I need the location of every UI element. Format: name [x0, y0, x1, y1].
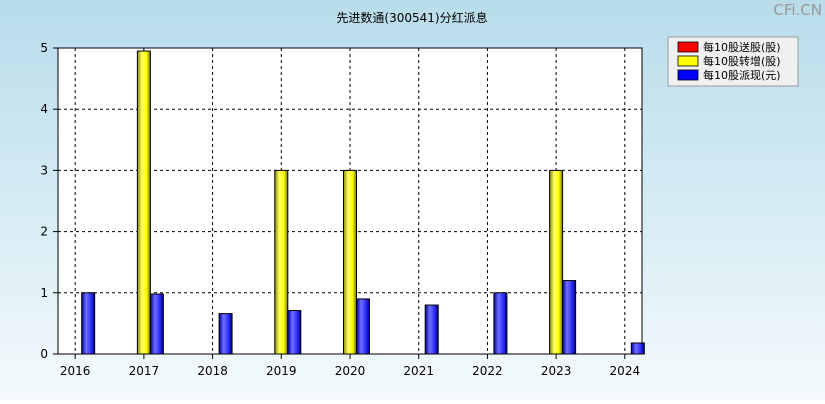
x-tick-label: 2017 [129, 364, 160, 378]
bar-blue [630, 342, 645, 355]
chart-title: 先进数通(300541)分红派息 [336, 10, 487, 25]
bars [81, 50, 645, 355]
bar-yellow [274, 169, 289, 355]
y-axis: 0 1 2 3 4 5 [40, 41, 58, 361]
x-tick-label: 2019 [266, 364, 297, 378]
y-tick-label: 0 [40, 347, 48, 361]
legend-label-red: 每10股送股(股) [703, 40, 781, 54]
bar-blue [493, 292, 508, 355]
x-tick-label: 2016 [60, 364, 91, 378]
x-tick-label: 2020 [335, 364, 366, 378]
bar-blue [287, 310, 302, 355]
bar-blue [562, 280, 577, 355]
bar-yellow [343, 169, 357, 355]
bar-blue [81, 292, 96, 355]
y-tick-label: 4 [40, 102, 48, 116]
x-tick-label: 2021 [403, 364, 434, 378]
grid-lines [58, 48, 642, 354]
y-tick-label: 1 [40, 286, 48, 300]
x-tick-label: 2018 [197, 364, 228, 378]
legend-label-blue: 每10股派现(元) [703, 68, 781, 82]
x-tick-label: 2022 [472, 364, 503, 378]
bar-yellow [549, 169, 564, 355]
x-tick-label: 2023 [541, 364, 572, 378]
bar-blue [218, 313, 233, 355]
watermark: CFi.CN [773, 1, 822, 19]
legend: 每10股送股(股) 每10股转增(股) 每10股派现(元) [667, 36, 799, 87]
y-tick-label: 2 [40, 225, 48, 239]
bar-blue [356, 298, 370, 355]
legend-label-yellow: 每10股转增(股) [703, 54, 781, 68]
y-tick-label: 5 [40, 41, 48, 55]
legend-swatch-blue [677, 69, 699, 81]
bar-yellow [136, 50, 151, 355]
x-axis: 2016 2017 2018 2019 2020 2021 2022 2023 2024 [60, 354, 640, 378]
bar-blue [424, 304, 439, 355]
y-tick-label: 3 [40, 163, 48, 177]
legend-swatch-red [677, 41, 699, 53]
x-tick-label: 2024 [610, 364, 641, 378]
legend-swatch-yellow [677, 55, 699, 67]
bar-blue [149, 293, 164, 355]
